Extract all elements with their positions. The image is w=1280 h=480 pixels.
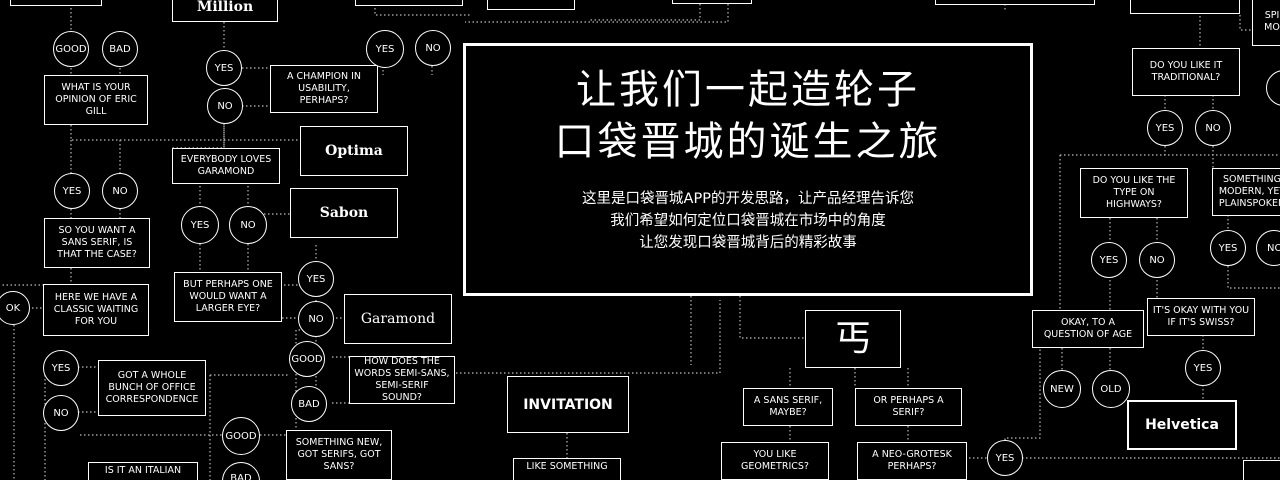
helvetica-font-box[interactable]: Helvetica — [1127, 400, 1237, 450]
eric-gill-question-box[interactable]: WHAT IS YOUR OPINION OF ERIC GILL — [44, 75, 148, 125]
partial-box-top-center-a — [355, 0, 463, 6]
good-answer-circle[interactable]: GOOD — [53, 31, 89, 67]
partial-box-bottom-right — [1243, 460, 1280, 480]
old-answer-circle[interactable]: OLD — [1092, 370, 1130, 408]
good-answer-circle[interactable]: GOOD — [289, 341, 325, 377]
serif-perhaps-box[interactable]: OR PERHAPS A SERIF? — [855, 388, 962, 426]
yes-answer-circle[interactable]: YES — [1091, 242, 1127, 278]
no-answer-circle[interactable]: NO — [207, 88, 243, 124]
good-answer-circle[interactable]: GOOD — [222, 417, 260, 455]
optima-font-box[interactable]: Optima — [300, 126, 408, 176]
no-answer-circle[interactable]: NO — [1139, 242, 1175, 278]
invitation-box[interactable]: INVITATION — [507, 376, 629, 433]
no-answer-partial-circle[interactable]: NO — [1256, 230, 1280, 266]
classic-waiting-box[interactable]: HERE WE HAVE A CLASSIC WAITING FOR YOU — [43, 284, 149, 336]
neo-grotesk-box[interactable]: A NEO-GROTESK PERHAPS? — [857, 442, 967, 480]
yes-answer-circle[interactable]: YES — [1147, 110, 1183, 146]
geometrics-box[interactable]: YOU LIKE GEOMETRICS? — [721, 442, 829, 480]
yes-answer-circle[interactable]: YES — [206, 50, 242, 86]
modern-plainspoken-box[interactable]: SOMETHING MODERN, YET PLAINSPOKEN — [1212, 168, 1280, 216]
question-of-age-box[interactable]: OKAY, TO A QUESTION OF AGE — [1032, 310, 1144, 348]
no-answer-circle[interactable]: NO — [415, 30, 451, 66]
hero-title-line-1: 让我们一起造轮子 — [576, 67, 920, 113]
yes-answer-circle[interactable]: YES — [1185, 350, 1221, 386]
hero-title-card: 让我们一起造轮子 口袋晋城的诞生之旅 这里是口袋晋城APP的开发思路，让产品经理… — [463, 43, 1033, 296]
sans-serif-maybe-box[interactable]: A SANS SERIF, MAYBE? — [743, 388, 833, 426]
yes-answer-circle[interactable]: YES — [181, 206, 219, 244]
yes-answer-circle[interactable]: YES — [1210, 230, 1246, 266]
new-answer-circle[interactable]: NEW — [1043, 370, 1081, 408]
yes-answer-circle[interactable]: YES — [987, 440, 1023, 476]
yes-answer-circle[interactable]: YES — [43, 350, 79, 386]
no-answer-circle[interactable]: NO — [43, 395, 79, 431]
yes-answer-circle[interactable]: YES — [298, 261, 334, 297]
something-new-box[interactable]: SOMETHING NEW, GOT SERIFS, GOT SANS? — [286, 430, 392, 480]
no-answer-circle[interactable]: NO — [1195, 110, 1231, 146]
everybody-garamond-box[interactable]: EVERYBODY LOVES GARAMOND — [172, 148, 280, 184]
hero-description-line-1: 这里是口袋晋城APP的开发思路，让产品经理告诉您 — [582, 191, 914, 207]
like-something-box[interactable]: LIKE SOMETHING — [513, 458, 621, 480]
semi-sans-question-box[interactable]: HOW DOES THE WORDS SEMI-SANS, SEMI-SERIF… — [349, 356, 455, 404]
italian-question-box[interactable]: IS IT AN ITALIAN — [88, 462, 198, 480]
yes-answer-circle[interactable]: YES — [366, 30, 404, 68]
partial-box-top-center-b — [487, 0, 575, 10]
ok-answer-circle[interactable]: OK — [0, 291, 30, 325]
hero-description: 这里是口袋晋城APP的开发思路，让产品经理告诉您 我们希望如何定位口袋晋城在市场… — [466, 188, 1030, 254]
partial-box-top-right-a — [935, 0, 1095, 5]
type-highways-box[interactable]: DO YOU LIKE THE TYPE ON HIGHWAYS? — [1080, 168, 1188, 218]
logo-glyph-icon: 丐 — [834, 318, 871, 359]
no-answer-circle[interactable]: NO — [102, 173, 138, 209]
champion-usability-box[interactable]: A CHAMPION IN USABILITY, PERHAPS? — [270, 65, 378, 113]
garamond-font-box[interactable]: Garamond — [344, 294, 452, 344]
million-font-box[interactable]: Million — [172, 0, 278, 22]
office-correspondence-box[interactable]: GOT A WHOLE BUNCH OF OFFICE CORRESPONDEN… — [98, 360, 206, 416]
partial-box-top-left — [10, 0, 102, 6]
swiss-question-box[interactable]: IT'S OKAY WITH YOU IF IT'S SWISS? — [1147, 298, 1255, 336]
hero-description-line-3: 让您发现口袋晋城背后的精彩故事 — [639, 235, 857, 251]
bad-answer-circle[interactable]: BAD — [102, 31, 138, 67]
no-answer-circle[interactable]: NO — [229, 206, 267, 244]
partial-box-top-right-b — [1130, 0, 1240, 14]
no-answer-circle[interactable]: NO — [298, 301, 334, 337]
partial-box-top-center-c — [672, 0, 752, 4]
bad-answer-circle[interactable]: BAD — [291, 386, 327, 422]
hero-title-line-2: 口袋晋城的诞生之旅 — [554, 119, 942, 165]
spi-mo-partial-box[interactable]: SPI MO — [1252, 0, 1280, 46]
hero-description-line-2: 我们希望如何定位口袋晋城在市场中的角度 — [610, 213, 886, 229]
sabon-font-box[interactable]: Sabon — [290, 188, 398, 238]
logo-box[interactable]: 丐 — [805, 310, 901, 368]
like-traditional-box[interactable]: DO YOU LIKE IT TRADITIONAL? — [1132, 48, 1240, 96]
yes-answer-circle[interactable]: YES — [54, 173, 90, 209]
sans-serif-question-box[interactable]: SO YOU WANT A SANS SERIF, IS THAT THE CA… — [44, 218, 150, 268]
larger-eye-box[interactable]: BUT PERHAPS ONE WOULD WANT A LARGER EYE? — [174, 272, 282, 322]
